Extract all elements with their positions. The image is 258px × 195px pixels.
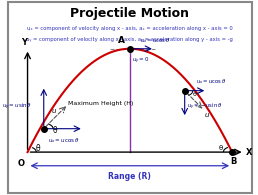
Text: θ: θ bbox=[219, 145, 223, 151]
Text: θ: θ bbox=[36, 144, 41, 153]
Text: Range (R): Range (R) bbox=[108, 172, 151, 181]
Text: $u_x = u\cos\theta$: $u_x = u\cos\theta$ bbox=[196, 77, 226, 86]
Text: A: A bbox=[118, 36, 125, 45]
Text: uₓ = component of velocity along x - axis, aₓ = acceleration along x - axis = 0: uₓ = component of velocity along x - axi… bbox=[27, 26, 233, 31]
Text: $u_y = 0$: $u_y = 0$ bbox=[132, 55, 150, 66]
Text: θ: θ bbox=[192, 92, 196, 98]
Text: $u_x = u\cos\theta$: $u_x = u\cos\theta$ bbox=[140, 36, 170, 45]
Text: u: u bbox=[205, 112, 209, 118]
Text: B: B bbox=[230, 157, 237, 166]
Text: u: u bbox=[51, 108, 56, 114]
Text: Projectile Motion: Projectile Motion bbox=[70, 7, 189, 20]
Text: Maximum Height (H): Maximum Height (H) bbox=[68, 101, 134, 106]
Text: O: O bbox=[18, 159, 25, 168]
Text: $u_x = u\cos\theta$: $u_x = u\cos\theta$ bbox=[48, 136, 79, 145]
Text: $u_y = -u\sin\theta$: $u_y = -u\sin\theta$ bbox=[187, 102, 223, 112]
Text: X: X bbox=[246, 148, 253, 157]
Text: Y: Y bbox=[21, 38, 27, 47]
Text: $u_y = u\sin\theta$: $u_y = u\sin\theta$ bbox=[3, 102, 33, 112]
Text: uᵧ = component of velocity along x - axis, aᵧ = acceleration along y - axis = -g: uᵧ = component of velocity along x - axi… bbox=[26, 37, 233, 43]
Text: θ: θ bbox=[53, 126, 57, 135]
